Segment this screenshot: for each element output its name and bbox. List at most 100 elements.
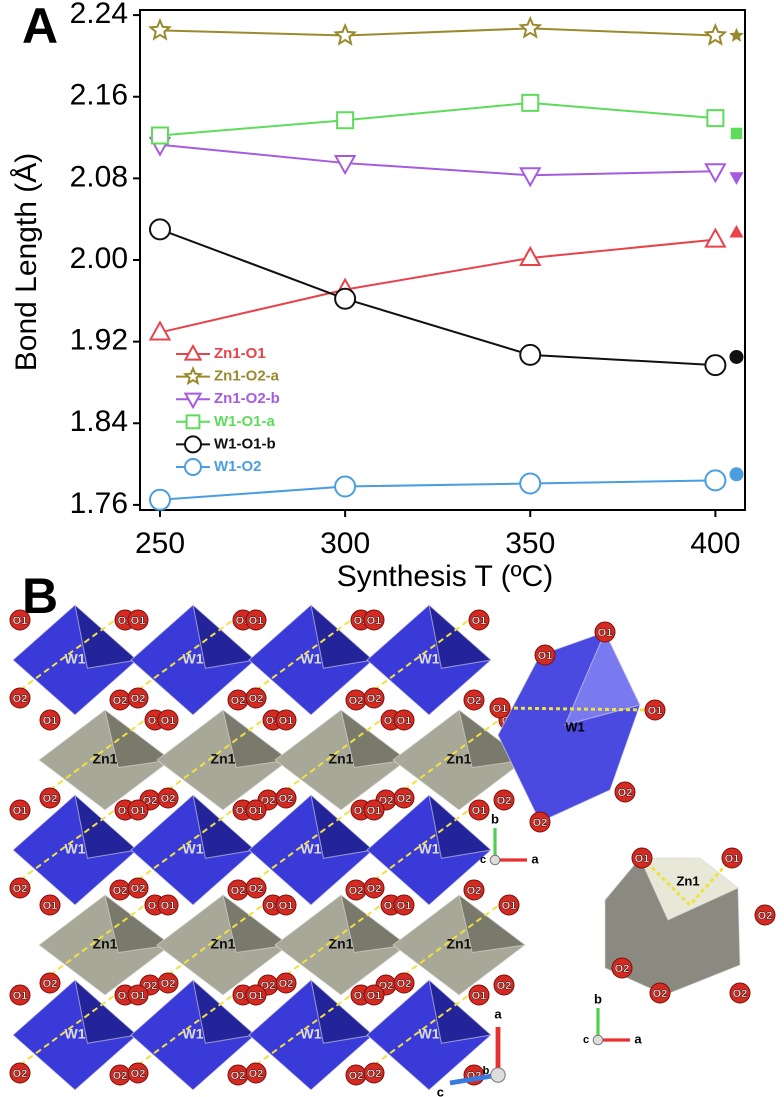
reference-point [730,127,743,140]
center-label: Zn1 [329,751,354,767]
atom-label: O2 [43,978,58,990]
reference-point [729,467,744,482]
point [521,93,540,112]
atom-label: O2 [249,1068,264,1080]
atom-label: O2 [161,978,176,990]
atom [275,894,297,916]
point [148,218,171,241]
atom-label: O2 [113,1070,128,1082]
atom [245,799,267,821]
atom-label: O2 [618,787,633,799]
atom [127,877,149,899]
x-tick-label: 300 [320,527,370,560]
atom-label: O1 [279,900,294,912]
zno6-face [639,857,739,921]
atom-label: O2 [113,695,128,707]
legend-marker [183,343,203,361]
atom-label: O2 [653,988,668,1000]
atom-label: O2 [615,963,630,975]
atom [534,644,556,666]
point [148,320,172,341]
atom [127,687,149,709]
center-label: Zn1 [211,936,236,952]
atom [363,799,385,821]
atom-label: O1 [367,990,382,1002]
atom [127,799,149,821]
zno6-octahedron-face [222,893,291,954]
wo6-octahedron-face [310,793,375,859]
axis-label: b [483,1065,490,1077]
point [148,488,171,511]
atom-label: O1 [43,900,58,912]
atom-label: O1 [131,990,146,1002]
point [704,227,727,248]
x-tick-label: 400 [690,527,740,560]
atom-label: O1 [397,715,412,727]
atom-label: O2 [279,793,294,805]
reference-point [729,224,744,238]
reference-point [729,172,744,185]
y-tick-label: 1.76 [70,487,128,520]
y-tick-label: 2.00 [70,242,128,275]
point [704,469,727,492]
atom [393,972,415,994]
atom [614,781,636,803]
atom [157,972,179,994]
wo6-octahedron-face [428,793,493,859]
atom-label: O1 [472,615,487,627]
bond-line [688,857,734,906]
atom-label: O2 [367,1068,382,1080]
axis-origin [592,1034,604,1046]
atom-label: O2 [497,980,512,992]
wo6-octahedron-face [192,603,257,669]
atom [468,609,490,631]
atom-label: O2 [497,795,512,807]
wo6-octahedron-face [310,978,375,1044]
atom-label: O1 [249,990,264,1002]
center-label: W1 [301,651,322,667]
wo6-octahedron-face [192,793,257,859]
legend-label: W1-O1-b [214,435,276,452]
atom [393,894,415,916]
atom [649,982,671,1004]
atom [39,787,61,809]
center-label: W1 [65,1026,86,1042]
atom-label: O2 [533,817,548,829]
series-line [159,238,716,334]
atom-label: O2 [367,883,382,895]
point [703,22,728,46]
reference-point [729,27,744,42]
atom [127,1062,149,1084]
atom [363,877,385,899]
center-label: W1 [419,651,440,667]
atom [9,799,31,821]
center-label: Zn1 [676,873,699,888]
atom [9,609,31,631]
atom-label: O1 [131,805,146,817]
atom-label: O1 [648,705,663,717]
center-label: Zn1 [211,751,236,767]
atom-label: O2 [397,978,412,990]
legend-label: W1-O1-a [214,413,276,430]
series-line [159,27,716,37]
atom [754,904,776,926]
y-tick-label: 2.24 [70,0,128,30]
axis-label: a [531,851,539,866]
atom [39,972,61,994]
atom-label: O2 [131,883,146,895]
atom-label: O1 [635,853,650,865]
wo6-octahedron-face [74,793,139,859]
reference-point [729,349,744,364]
atom-label: O2 [758,910,773,922]
point [519,245,542,266]
atom-label: O2 [349,695,364,707]
atom-label: O2 [43,793,58,805]
atom [363,687,385,709]
atom [393,709,415,731]
atom [468,799,490,821]
zno6-octahedron-face [340,893,409,954]
legend-marker [185,414,201,430]
atom-label: O1 [249,615,264,627]
